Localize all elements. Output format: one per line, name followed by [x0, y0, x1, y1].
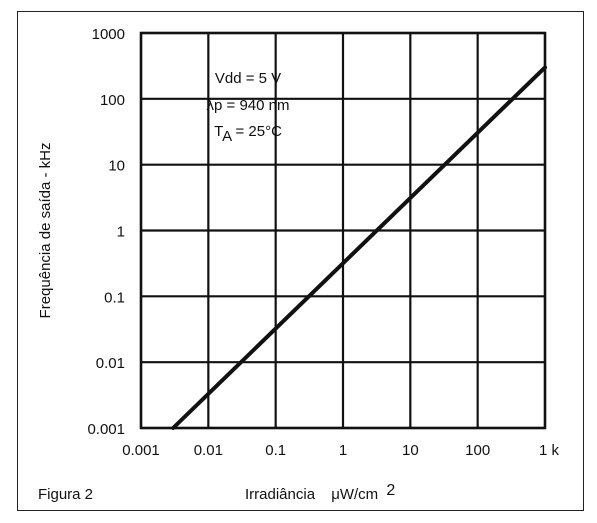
- x-axis-unit: μW/cm: [331, 486, 378, 503]
- x-axis-unit-exponent: 2: [386, 482, 395, 499]
- x-tick-label: 0.001: [122, 442, 160, 459]
- y-tick-label: 1000: [92, 26, 125, 43]
- x-tick-label: 0.01: [194, 442, 223, 459]
- annotation-prefix: T: [214, 123, 223, 140]
- series-line: [171, 65, 547, 430]
- y-tick-label: 10: [108, 158, 125, 175]
- y-tick-label: 0.1: [104, 289, 125, 306]
- x-tick-label: 1 k: [539, 442, 560, 459]
- x-tick-label: 0.1: [265, 442, 286, 459]
- x-axis-label-text: Irradiância: [245, 486, 316, 503]
- annotation-text: TA = 25°C: [214, 123, 282, 145]
- plot-area: [139, 31, 547, 430]
- annotation-text: Vdd = 5 V: [215, 70, 281, 87]
- figure-caption: Figura 2: [38, 486, 94, 503]
- y-tick-label: 0.01: [96, 355, 125, 372]
- y-tick-label: 1: [117, 224, 125, 241]
- x-axis-label: Irradiância μW/cm 2: [245, 482, 395, 503]
- tick-labels: 0.001 0.01 0.1 1 10 100 1 k 0.001 0.01 0.1 1 10 100 1…: [87, 26, 559, 459]
- figure-frame: [17, 11, 584, 511]
- x-tick-label: 1: [339, 442, 347, 459]
- y-tick-label: 100: [100, 92, 125, 109]
- annotations: Vdd = 5 V λp = 940 nm TA = 25°C: [207, 70, 290, 145]
- x-tick-label: 100: [465, 442, 490, 459]
- annotation-suffix: = 25°C: [231, 123, 282, 140]
- y-axis-label: Frequência de saída - kHz: [37, 143, 54, 319]
- grid: [139, 31, 547, 430]
- series: [171, 65, 547, 430]
- x-tick-label: 10: [402, 442, 419, 459]
- y-tick-label: 0.001: [87, 421, 125, 438]
- annotation-subscript: A: [222, 128, 232, 145]
- annotation-text: λp = 940 nm: [207, 97, 290, 114]
